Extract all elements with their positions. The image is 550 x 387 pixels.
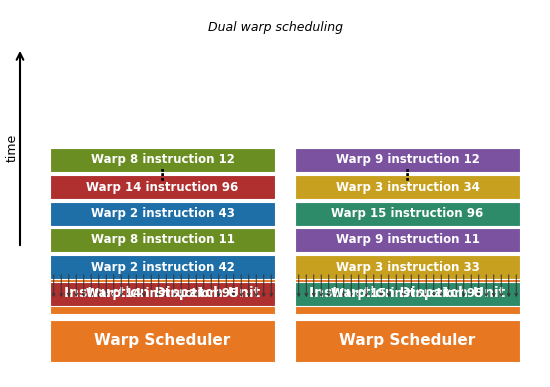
Bar	[295, 320, 520, 362]
Bar	[50, 282, 275, 306]
Bar	[295, 272, 520, 314]
Text: ⋮: ⋮	[400, 168, 415, 183]
Text: Warp 9 instruction 11: Warp 9 instruction 11	[336, 233, 480, 247]
Bar	[50, 272, 275, 314]
Bar	[295, 282, 520, 306]
Bar	[50, 148, 275, 172]
Text: Warp 3 instruction 33: Warp 3 instruction 33	[336, 260, 480, 274]
Text: Warp 8 instruction 12: Warp 8 instruction 12	[91, 154, 234, 166]
Text: Instruction Dispatch Unit: Instruction Dispatch Unit	[309, 286, 505, 300]
Text: Warp 14 instruction 95: Warp 14 instruction 95	[86, 288, 239, 300]
Bar	[50, 228, 275, 252]
Bar	[50, 202, 275, 226]
Text: Warp 3 instruction 34: Warp 3 instruction 34	[336, 180, 480, 194]
Text: Warp 15 instruction 95: Warp 15 instruction 95	[331, 288, 483, 300]
Text: Dual warp scheduling: Dual warp scheduling	[207, 22, 343, 34]
Text: ⋮: ⋮	[155, 168, 170, 183]
Bar	[295, 202, 520, 226]
Bar	[50, 255, 275, 279]
Text: Warp 15 instruction 96: Warp 15 instruction 96	[331, 207, 483, 221]
Text: Warp 2 instruction 42: Warp 2 instruction 42	[91, 260, 234, 274]
Bar	[50, 175, 275, 199]
Text: Warp 8 instruction 11: Warp 8 instruction 11	[91, 233, 234, 247]
Text: Warp 2 instruction 43: Warp 2 instruction 43	[91, 207, 234, 221]
Text: Warp Scheduler: Warp Scheduler	[95, 334, 230, 349]
Bar	[295, 148, 520, 172]
Text: Warp 9 instruction 12: Warp 9 instruction 12	[336, 154, 480, 166]
Bar	[295, 175, 520, 199]
Text: Instruction Dispatch Unit: Instruction Dispatch Unit	[64, 286, 261, 300]
Text: time: time	[6, 134, 19, 162]
Text: Warp Scheduler: Warp Scheduler	[339, 334, 476, 349]
Bar	[295, 228, 520, 252]
Bar	[295, 255, 520, 279]
Text: Warp 14 instruction 96: Warp 14 instruction 96	[86, 180, 239, 194]
Bar	[50, 320, 275, 362]
